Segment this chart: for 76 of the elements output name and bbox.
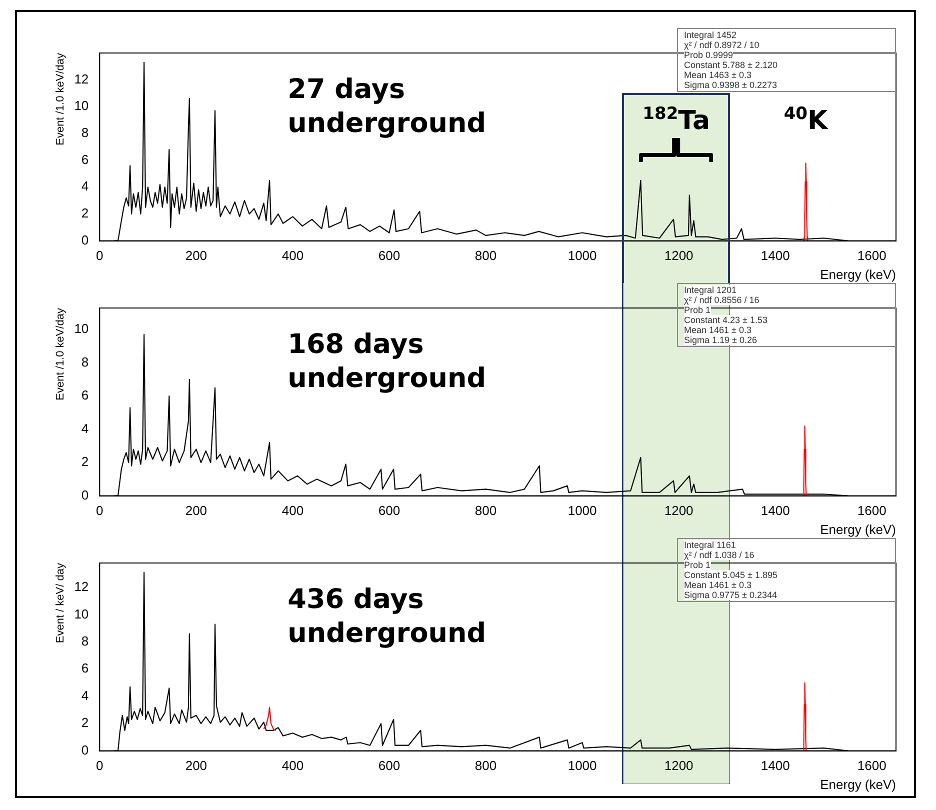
x-tick-label: 1200	[664, 758, 694, 774]
y-tick-label: 6	[81, 152, 89, 167]
y-tick-label: 2	[81, 715, 89, 730]
x-tick-label: 1400	[760, 248, 790, 264]
x-tick-label: 0	[96, 758, 104, 774]
annotation: Constant 5.788 ± 2.120	[684, 60, 778, 70]
y-tick-label: 4	[81, 420, 89, 436]
text: Integral 1452	[684, 30, 737, 40]
x-tick-label: 1600	[857, 248, 886, 264]
y-tick-label: 8	[81, 354, 89, 370]
x-tick-label: 400	[282, 758, 304, 774]
x-tick-label: 1200	[664, 503, 694, 518]
y-tick-label: 10	[74, 321, 89, 336]
annotation: Sigma 0.9775 ± 0.2344	[684, 590, 778, 600]
x-tick-label: 800	[474, 503, 497, 518]
annotation: Prob 1	[684, 305, 711, 315]
text: χ² / ndf 0.8556 / 16	[684, 295, 760, 305]
y-tick-label: 8	[81, 125, 89, 140]
y-axis-title: Event /1.0 keV/day	[54, 308, 67, 400]
x-tick-label: 600	[378, 758, 400, 774]
text: 27 days underground	[288, 73, 488, 140]
x-tick-label: 1000	[568, 758, 597, 774]
x-tick-label: 1600	[857, 503, 886, 518]
x-tick-label: 0	[96, 503, 104, 518]
x-tick-label: 1000	[568, 503, 597, 518]
x-tick-label: 800	[474, 248, 497, 264]
x-tick-label: 1600	[857, 758, 886, 774]
x-axis-title: Energy (keV)	[820, 522, 896, 537]
y-tick-label: 0	[81, 742, 89, 758]
x-tick-label: 1400	[760, 758, 790, 774]
x-tick-label: 1400	[760, 503, 790, 518]
annotation: Mean 1461 ± 0.3	[684, 325, 752, 335]
annotation: Mean 1461 ± 0.3	[684, 580, 752, 590]
x-tick-label: 200	[185, 503, 208, 518]
x-axis-title: Energy (keV)	[820, 266, 896, 282]
x-tick-label: 1200	[664, 248, 694, 264]
y-tick-label: 12	[74, 579, 89, 594]
y-tick-label: 10	[74, 98, 89, 114]
text: χ² / ndf 1.038 / 16	[684, 550, 754, 560]
y-tick-label: 4	[81, 688, 89, 703]
y-tick-label: 6	[81, 660, 89, 676]
annotation: Constant 4.23 ± 1.53	[684, 315, 768, 325]
text: Integral 1161	[684, 540, 736, 550]
x-tick-label: 200	[185, 248, 208, 264]
annotation: Sigma 0.9398 ± 0.2273	[684, 80, 778, 90]
y-tick-label: 0	[81, 232, 89, 248]
y-tick-label: 0	[81, 487, 89, 502]
x-tick-label: 400	[282, 503, 304, 518]
text: χ² / ndf 0.8972 / 10	[684, 40, 760, 50]
x-tick-label: 400	[282, 248, 304, 264]
series-label: $^{40}$K	[784, 104, 828, 136]
y-tick-label: 2	[81, 206, 89, 221]
x-tick-label: 600	[378, 248, 400, 264]
text: 436 days underground	[288, 583, 488, 650]
y-axis-title: Event / keV/ day	[54, 562, 67, 644]
annotation: Prob 1	[684, 560, 711, 570]
y-tick-label: 12	[74, 71, 89, 86]
x-tick-label: 1000	[568, 248, 597, 264]
band-label: $^{182}$Ta	[642, 104, 710, 136]
x-tick-label: 800	[474, 758, 497, 774]
text: 168 days underground	[288, 328, 488, 396]
y-axis-title: Event /1.0 keV/day	[54, 52, 67, 146]
y-tick-label: 4	[81, 178, 89, 194]
annotation: Prob 0.9999	[684, 50, 734, 60]
text: Integral 1201	[684, 285, 737, 295]
x-axis-title: Energy (keV)	[820, 776, 896, 792]
y-tick-label: 10	[74, 606, 89, 622]
annotation: Mean 1463 ± 0.3	[684, 70, 752, 80]
x-tick-label: 200	[185, 758, 208, 774]
y-tick-label: 8	[81, 634, 89, 649]
annotation: Constant 5.045 ± 1.895	[684, 570, 778, 580]
y-tick-label: 2	[81, 454, 89, 470]
x-tick-label: 600	[378, 503, 400, 518]
annotation: Sigma 1.19 ± 0.26	[684, 335, 757, 345]
x-tick-label: 0	[96, 248, 104, 264]
y-tick-label: 6	[81, 388, 89, 403]
